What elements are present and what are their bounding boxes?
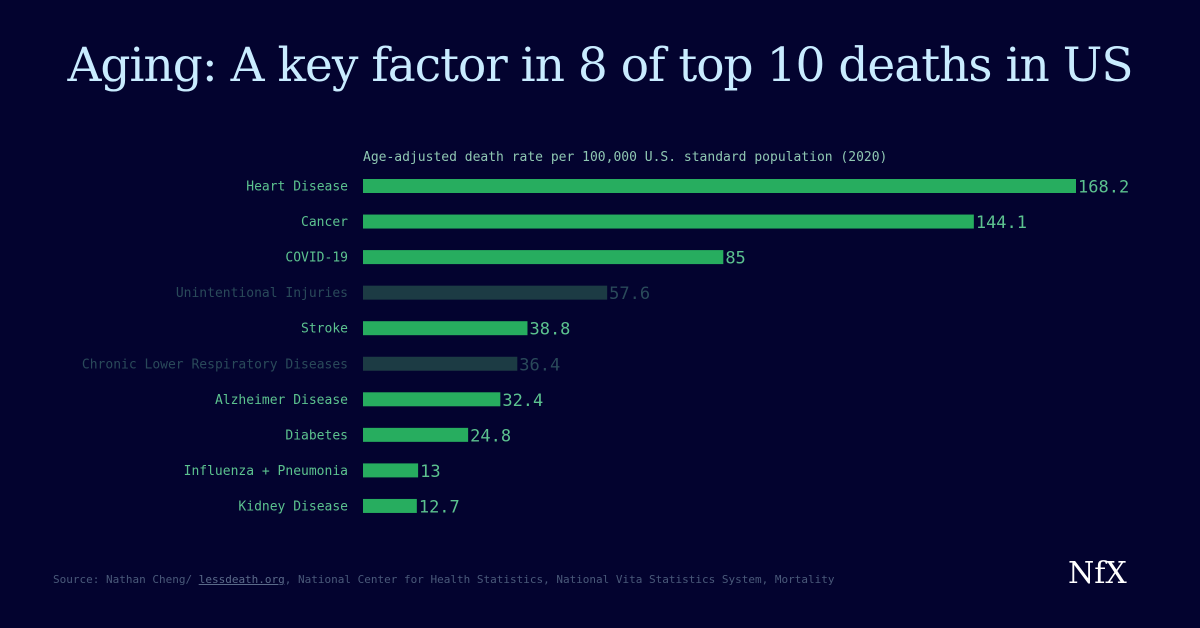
- category-label: Kidney Disease: [238, 499, 348, 514]
- category-label: Chronic Lower Respiratory Diseases: [82, 357, 348, 372]
- category-label: COVID-19: [285, 251, 348, 266]
- value-label: 85: [725, 249, 745, 269]
- bar: [363, 214, 974, 229]
- value-label: 32.4: [502, 391, 543, 411]
- bar: [363, 427, 469, 442]
- category-label: Alzheimer Disease: [215, 393, 348, 408]
- bar: [363, 285, 608, 300]
- bar: [363, 179, 1076, 193]
- source-link[interactable]: lessdeath.org: [198, 573, 285, 586]
- category-label: Influenza + Pneumonia: [184, 464, 348, 479]
- bar: [363, 463, 419, 478]
- category-label: Stroke: [301, 322, 348, 337]
- value-label: 12.7: [419, 497, 460, 517]
- category-label: Cancer: [301, 215, 348, 230]
- value-label: 57.6: [609, 284, 650, 304]
- source-suffix: , National Center for Health Statistics,…: [284, 573, 835, 586]
- bar: [363, 392, 501, 407]
- chart-title: Aging: A key factor in 8 of top 10 death…: [67, 38, 1133, 93]
- value-label: 38.8: [529, 320, 570, 340]
- source-prefix: Source: Nathan Cheng/: [53, 573, 199, 586]
- bar: [363, 321, 528, 336]
- value-label: 24.8: [470, 426, 511, 446]
- value-label: 13: [420, 462, 440, 482]
- value-label: 144.1: [976, 213, 1027, 233]
- source-note: Source: Nathan Cheng/ lessdeath.org, Nat…: [53, 573, 834, 586]
- category-label: Unintentional Injuries: [176, 286, 348, 301]
- chart-subtitle: Age-adjusted death rate per 100,000 U.S.…: [363, 150, 888, 165]
- bar: [363, 498, 417, 513]
- value-label: 168.2: [1078, 178, 1129, 198]
- bar: [363, 356, 518, 371]
- category-label: Diabetes: [285, 428, 348, 443]
- bar: [363, 250, 724, 265]
- value-label: 36.4: [519, 355, 560, 375]
- category-label: Heart Disease: [246, 180, 348, 195]
- nfx-logo: NfX: [1068, 556, 1127, 591]
